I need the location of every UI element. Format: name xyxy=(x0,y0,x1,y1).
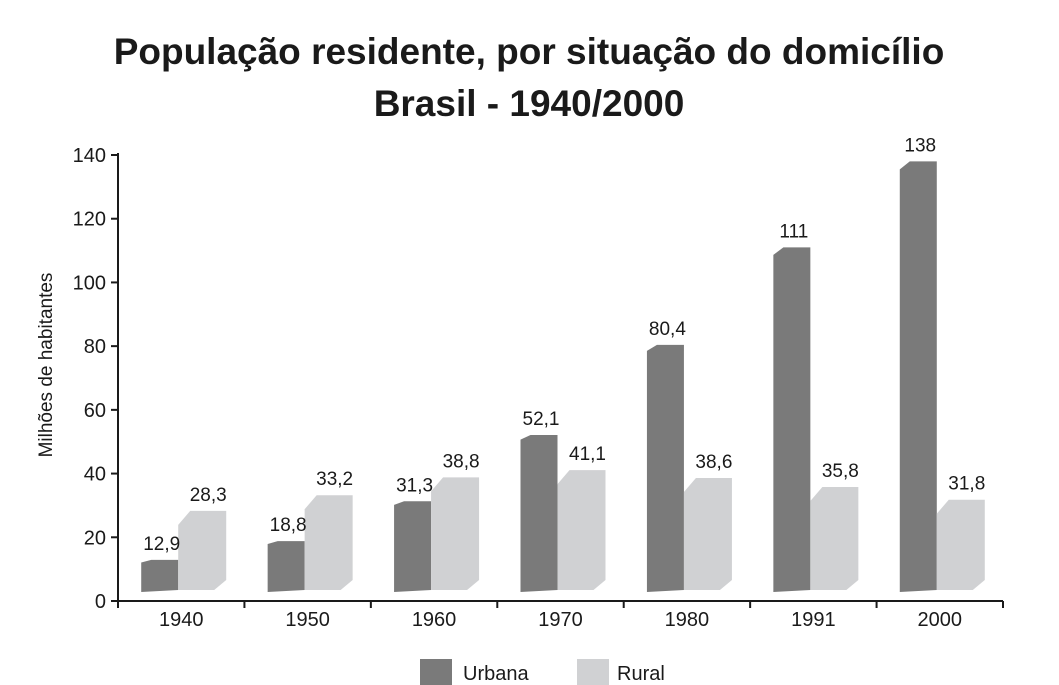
data-label-rural: 38,8 xyxy=(443,451,480,472)
data-label-rural: 28,3 xyxy=(190,485,227,506)
axes-group: 0 20 40 60 80 100 120 140 1940 1950 1960 1970 1980 19… xyxy=(73,145,1004,631)
data-label-rural: 41,1 xyxy=(569,444,606,465)
y-tick-label: 100 xyxy=(73,272,106,294)
data-label-urbana: 52,1 xyxy=(523,409,560,430)
legend: Urbana Rural xyxy=(420,659,665,685)
bar-rural xyxy=(557,470,606,590)
bar-rural xyxy=(683,478,732,590)
bar-urbana xyxy=(394,501,432,592)
y-tick-label: 20 xyxy=(84,527,106,549)
bar-rural xyxy=(810,486,859,590)
x-tick-label: 1991 xyxy=(791,609,836,631)
y-tick-label: 60 xyxy=(84,400,106,422)
chart-title: População residente, por situação do dom… xyxy=(114,31,945,72)
x-tick-label: 1970 xyxy=(538,609,583,631)
data-label-urbana: 18,8 xyxy=(270,515,307,536)
data-label-rural: 33,2 xyxy=(316,469,353,490)
y-tick-label: 40 xyxy=(84,464,106,486)
y-axis-label: Milhões de habitantes xyxy=(36,273,57,458)
bars-group: 12,9 28,3 18,8 33,2 31,3 38,8 52,1 41,1 80,4 38,6… xyxy=(141,135,985,592)
data-label-urbana: 12,9 xyxy=(143,534,180,555)
data-label-urbana: 31,3 xyxy=(396,475,433,496)
data-label-urbana: 138 xyxy=(904,135,936,156)
bar-urbana xyxy=(899,161,937,592)
bar-rural xyxy=(431,477,480,590)
legend-label-rural: Rural xyxy=(617,663,665,685)
y-tick-label: 0 xyxy=(95,591,106,613)
y-tick-label: 80 xyxy=(84,336,106,358)
bar-rural xyxy=(178,510,227,590)
x-tick-label: 1960 xyxy=(412,609,457,631)
x-tick-label: 1980 xyxy=(665,609,710,631)
bar-urbana xyxy=(520,435,558,592)
data-label-rural: 31,8 xyxy=(948,474,985,495)
legend-swatch-urbana xyxy=(420,659,452,685)
y-tick-label: 140 xyxy=(73,145,106,167)
data-label-rural: 38,6 xyxy=(695,452,732,473)
bar-urbana xyxy=(773,247,811,592)
y-tick-label: 120 xyxy=(73,209,106,231)
data-label-urbana: 80,4 xyxy=(649,319,686,340)
x-tick-label: 1940 xyxy=(159,609,204,631)
legend-swatch-rural xyxy=(577,659,609,685)
x-tick-label: 2000 xyxy=(918,609,963,631)
data-label-urbana: 111 xyxy=(779,221,808,242)
bar-rural xyxy=(936,499,985,590)
bar-urbana xyxy=(141,559,179,592)
bar-urbana xyxy=(646,344,684,592)
bar-urbana xyxy=(267,541,305,592)
data-label-rural: 35,8 xyxy=(822,461,859,482)
legend-label-urbana: Urbana xyxy=(463,663,529,685)
chart-subtitle: Brasil - 1940/2000 xyxy=(374,83,685,124)
x-tick-label: 1950 xyxy=(285,609,330,631)
bar-rural xyxy=(304,495,353,590)
